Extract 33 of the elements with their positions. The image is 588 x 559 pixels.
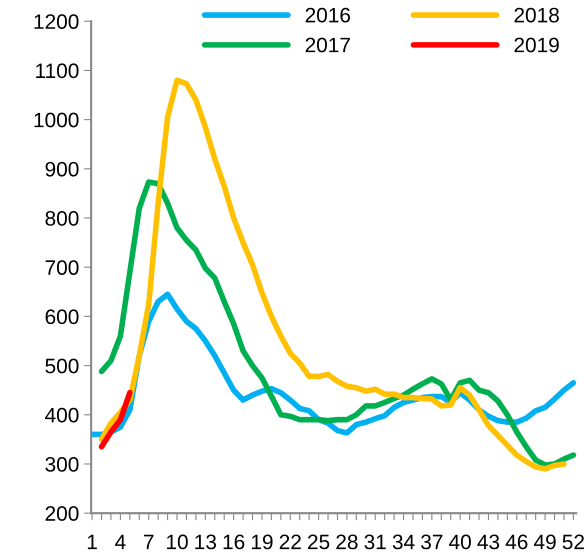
y-tick-label: 900	[46, 162, 79, 177]
y-tick-label: 300	[45, 456, 79, 472]
legend-label: 2016	[306, 8, 350, 23]
x-tick-label: 46	[506, 534, 528, 550]
legend-label: 2017	[306, 38, 350, 52]
x-tick-label: 28	[336, 534, 358, 550]
x-tick-label: 7	[144, 534, 154, 550]
x-tick-label: 13	[195, 534, 216, 550]
x-tick-label: 4	[115, 534, 126, 550]
y-tick-label: 1100	[36, 63, 79, 78]
y-tick-label: 1000	[34, 112, 79, 128]
y-tick-label: 700	[46, 260, 79, 275]
x-tick-label: 31	[364, 534, 386, 550]
y-tick-label: 800	[45, 211, 79, 226]
x-tick-label: 34	[392, 534, 415, 550]
legend-label: 2019	[514, 38, 559, 52]
x-tick-label: 19	[252, 534, 273, 550]
x-tick-label: 43	[477, 534, 500, 550]
x-tick-label: 49	[534, 534, 556, 550]
x-tick-label: 10	[167, 534, 188, 550]
x-tick-label: 22	[280, 534, 301, 550]
x-tick-label: 25	[308, 534, 330, 550]
y-tick-label: 200	[46, 506, 79, 521]
y-tick-label: 400	[45, 408, 79, 423]
x-tick-label: 1	[88, 534, 97, 550]
y-tick-label: 600	[46, 309, 79, 324]
y-tick-label: 500	[45, 358, 79, 374]
x-tick-label: 16	[224, 534, 244, 550]
x-tick-label: 37	[421, 534, 442, 550]
legend-label: 2018	[514, 8, 559, 23]
x-tick-label: 40	[449, 534, 471, 550]
x-tick-label: 52	[562, 534, 584, 550]
y-tick-label: 1200	[34, 14, 79, 29]
